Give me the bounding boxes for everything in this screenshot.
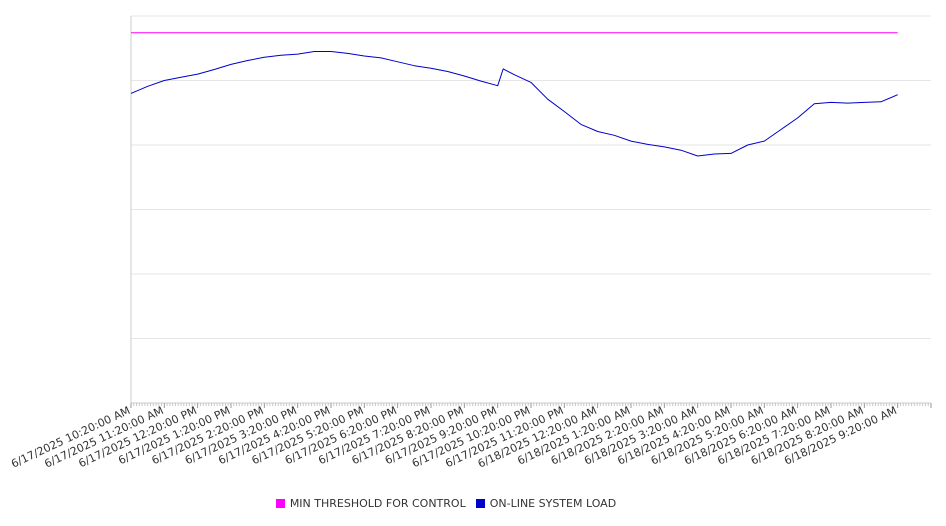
legend-swatch-threshold bbox=[275, 499, 285, 508]
x-axis-labels: 6/17/2025 10:20:00 AM6/17/2025 11:20:00 … bbox=[9, 404, 899, 471]
legend: MIN THRESHOLD FOR CONTROL ON-LINE SYSTEM… bbox=[0, 497, 892, 510]
system-load-line bbox=[130, 51, 898, 157]
legend-item-threshold[interactable]: MIN THRESHOLD FOR CONTROL bbox=[275, 497, 466, 510]
series-lines bbox=[130, 32, 898, 157]
legend-label-system-load: ON-LINE SYSTEM LOAD bbox=[489, 497, 617, 510]
legend-label-threshold: MIN THRESHOLD FOR CONTROL bbox=[289, 497, 466, 510]
x-axis-ticks bbox=[130, 403, 932, 408]
legend-item-system-load[interactable]: ON-LINE SYSTEM LOAD bbox=[475, 497, 617, 510]
legend-swatch-system-load bbox=[475, 499, 485, 508]
gridlines bbox=[131, 15, 931, 339]
